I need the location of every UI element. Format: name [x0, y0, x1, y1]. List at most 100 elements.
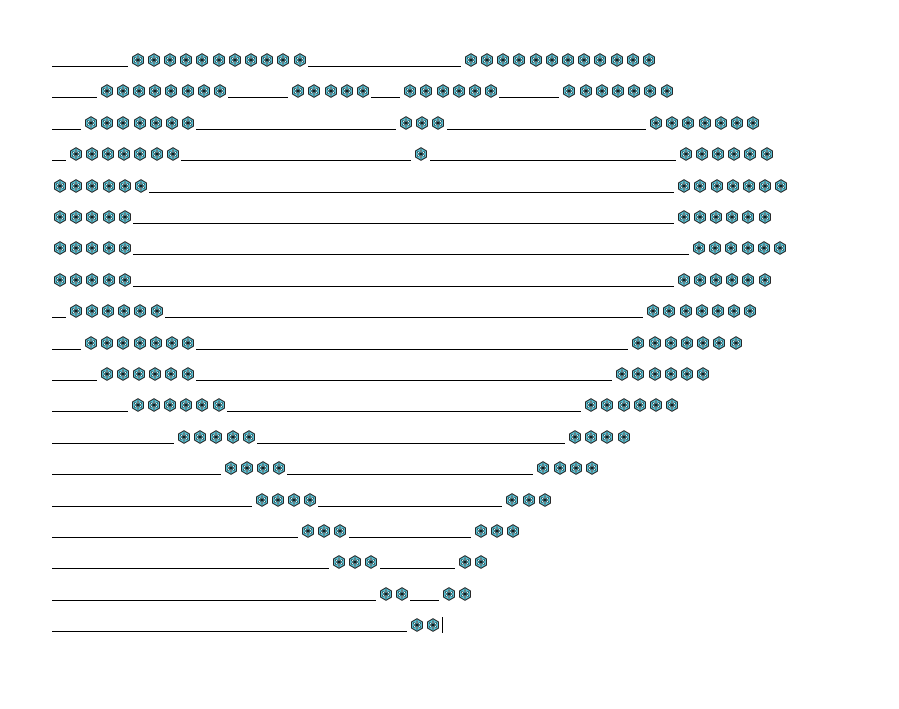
- snowflake-icon: [53, 241, 67, 256]
- underline-run: [379, 568, 456, 570]
- snowflake-icon: [741, 210, 755, 224]
- underline-run: [133, 285, 674, 287]
- snowflake-icon: [364, 555, 378, 570]
- snowflake-icon: [665, 115, 679, 130]
- snowflake-icon: [464, 53, 478, 67]
- snowflake-icon: [773, 241, 787, 256]
- snowflake-icon: [256, 461, 270, 476]
- snowflake-icon: [242, 429, 256, 444]
- snowflake-icon: [147, 53, 161, 67]
- snowflake-icon: [244, 53, 258, 67]
- snowflake-icon: [85, 272, 99, 287]
- underline-run: [195, 380, 613, 381]
- snowflake-icon: [395, 586, 409, 601]
- snowflake-icon: [149, 115, 163, 130]
- text-line: [0, 272, 899, 292]
- snowflake-icon: [165, 335, 179, 350]
- snowflake-icon: [648, 367, 662, 381]
- snowflake-icon: [69, 147, 83, 162]
- snowflake-icon: [399, 115, 413, 130]
- snowflake-icon: [646, 304, 660, 319]
- snowflake-icon: [727, 147, 741, 162]
- underline-run: [52, 348, 81, 350]
- snowflake-icon: [226, 429, 240, 444]
- snowflake-icon: [538, 492, 552, 507]
- snowflake-icon: [116, 84, 130, 99]
- snowflake-icon: [480, 53, 494, 67]
- snowflake-icon: [577, 53, 591, 67]
- snowflake-icon: [662, 304, 676, 319]
- snowflake-icon: [133, 304, 147, 319]
- snowflake-icon: [163, 398, 177, 413]
- snowflake-icon: [600, 398, 614, 413]
- underline-run: [52, 505, 252, 507]
- snowflake-icon: [69, 241, 83, 256]
- snowflake-icon: [490, 524, 504, 538]
- snowflake-icon: [165, 115, 179, 130]
- snowflake-icon: [693, 210, 707, 224]
- snowflake-icon: [600, 429, 614, 444]
- underline-run: [149, 191, 675, 193]
- snowflake-icon: [195, 53, 209, 67]
- snowflake-icon: [85, 210, 99, 224]
- snowflake-icon: [710, 178, 724, 193]
- snowflake-icon: [212, 53, 226, 67]
- snowflake-icon: [134, 178, 148, 193]
- snowflake-icon: [69, 304, 83, 319]
- snowflake-icon: [512, 53, 526, 67]
- snowflake-icon: [69, 178, 83, 193]
- snowflake-icon: [664, 367, 678, 381]
- snowflake-icon: [84, 115, 98, 130]
- underline-run: [318, 505, 503, 507]
- snowflake-icon: [102, 241, 116, 256]
- snowflake-icon: [712, 335, 726, 350]
- snowflake-icon: [714, 115, 728, 130]
- underline-run: [52, 380, 97, 381]
- underline-run: [52, 537, 298, 538]
- snowflake-icon: [741, 272, 755, 287]
- snowflake-icon: [729, 335, 743, 350]
- snowflake-icon: [468, 84, 482, 99]
- snowflake-icon: [569, 461, 583, 476]
- snowflake-icon: [133, 335, 147, 350]
- text-line: [0, 146, 899, 166]
- underline-run: [429, 160, 676, 162]
- snowflake-icon: [181, 115, 195, 130]
- snowflake-icon: [293, 53, 307, 67]
- snowflake-icon: [474, 524, 488, 538]
- snowflake-icon: [631, 367, 645, 381]
- underline-run: [52, 66, 128, 67]
- snowflake-icon: [757, 241, 771, 256]
- snowflake-icon: [648, 335, 662, 350]
- snowflake-icon: [53, 210, 67, 224]
- snowflake-icon: [665, 398, 679, 413]
- snowflake-icon: [743, 147, 757, 162]
- text-caret: [441, 617, 443, 634]
- text-line: [0, 83, 899, 103]
- text-line: [0, 115, 899, 135]
- snowflake-icon: [579, 84, 593, 99]
- snowflake-icon: [260, 53, 274, 67]
- snowflake-icon: [177, 429, 191, 444]
- snowflake-icon: [611, 84, 625, 99]
- snowflake-icon: [643, 84, 657, 99]
- snowflake-icon: [505, 492, 519, 507]
- snowflake-icon: [379, 586, 393, 601]
- snowflake-icon: [529, 53, 543, 67]
- snowflake-icon: [84, 335, 98, 350]
- snowflake-icon: [727, 304, 741, 319]
- underline-run: [52, 599, 376, 601]
- snowflake-icon: [545, 53, 559, 67]
- underline-run: [52, 474, 221, 476]
- snowflake-icon: [681, 115, 695, 130]
- snowflake-icon: [85, 304, 99, 319]
- snowflake-icon: [709, 272, 723, 287]
- snowflake-icon: [148, 367, 162, 381]
- underline-run: [180, 160, 412, 162]
- snowflake-icon: [584, 398, 598, 413]
- text-line: [0, 523, 899, 543]
- underline-run: [196, 128, 396, 130]
- snowflake-icon: [118, 272, 132, 287]
- underline-run: [348, 537, 471, 538]
